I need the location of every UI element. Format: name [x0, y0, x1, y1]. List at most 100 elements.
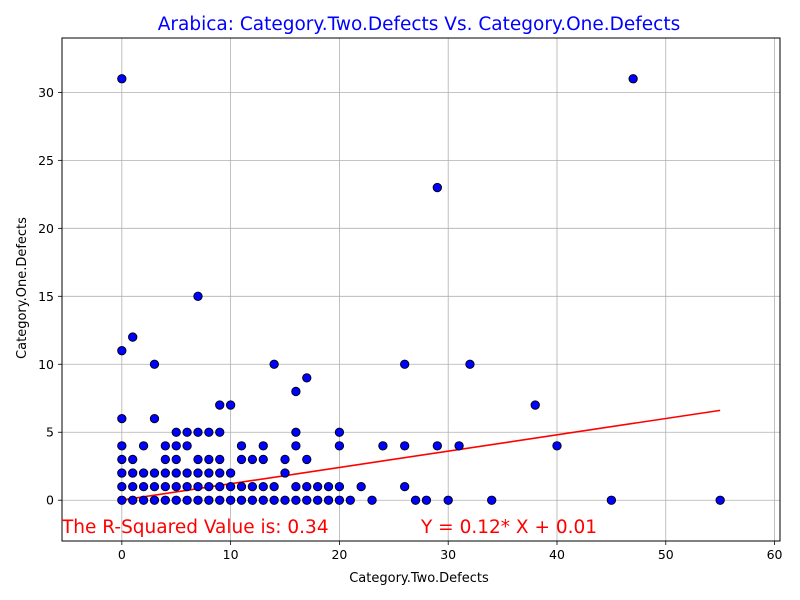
data-point — [160, 495, 170, 505]
data-point — [182, 481, 192, 492]
data-point — [193, 495, 203, 505]
data-point — [443, 495, 453, 505]
data-point — [160, 454, 170, 465]
data-point — [465, 359, 475, 369]
data-point — [258, 454, 268, 465]
data-point — [323, 481, 334, 492]
data-point — [117, 454, 127, 465]
data-point — [149, 495, 160, 505]
data-point — [149, 481, 160, 492]
data-point — [334, 427, 345, 437]
data-point — [138, 441, 149, 451]
data-point — [302, 495, 312, 505]
data-point — [171, 495, 181, 505]
data-point — [323, 495, 334, 505]
y-tick-label: 20 — [38, 221, 54, 236]
data-point — [334, 481, 345, 492]
data-point — [400, 481, 410, 492]
data-point — [552, 441, 562, 451]
data-point — [182, 495, 192, 505]
data-point — [356, 481, 366, 492]
axis-ticks: 0 10 20 30 40 50 60 0 5 10 15 20 25 30 — [38, 85, 782, 562]
data-point — [138, 481, 149, 492]
data-point — [160, 481, 170, 492]
data-point — [215, 468, 225, 478]
data-point — [117, 74, 127, 84]
data-point — [204, 468, 214, 478]
data-point — [171, 454, 181, 465]
data-point — [138, 495, 149, 505]
x-axis-label: Category.Two.Defects — [349, 571, 489, 586]
data-point — [628, 74, 638, 84]
data-point — [313, 495, 323, 505]
x-tick-label: 60 — [767, 547, 783, 562]
data-point — [247, 481, 258, 492]
data-point — [193, 427, 203, 437]
data-point — [128, 468, 138, 478]
data-point — [215, 400, 225, 410]
data-point — [269, 359, 279, 369]
data-point — [182, 468, 192, 478]
y-tick-label: 25 — [38, 153, 54, 168]
data-point — [215, 481, 225, 492]
data-point — [269, 481, 279, 492]
data-point — [258, 495, 268, 505]
x-tick-label: 30 — [440, 547, 456, 562]
data-point — [302, 454, 312, 465]
data-point — [171, 441, 181, 451]
data-point — [715, 495, 725, 505]
data-point — [215, 427, 225, 437]
data-point — [258, 441, 268, 451]
y-tick-label: 30 — [38, 85, 54, 100]
x-tick-label: 10 — [223, 547, 239, 562]
data-point — [215, 495, 225, 505]
data-point — [291, 427, 301, 437]
data-point — [291, 441, 301, 451]
data-point — [117, 468, 127, 478]
data-point — [247, 454, 258, 465]
y-tick-label: 10 — [38, 357, 54, 372]
data-point — [432, 182, 442, 193]
x-tick-label: 20 — [331, 547, 347, 562]
data-point — [432, 441, 442, 451]
x-tick-label: 50 — [658, 547, 674, 562]
data-point — [204, 427, 214, 437]
data-point — [421, 495, 432, 505]
data-point — [334, 441, 345, 451]
data-point — [128, 495, 138, 505]
data-point — [225, 481, 236, 492]
data-point — [171, 427, 181, 437]
grid — [62, 38, 780, 541]
data-point — [171, 481, 181, 492]
data-point — [236, 481, 247, 492]
plot-frame — [61, 37, 781, 542]
data-point — [454, 441, 464, 451]
data-point — [400, 359, 410, 369]
y-tick-label: 5 — [46, 425, 54, 440]
data-point — [160, 441, 170, 451]
data-point — [128, 454, 138, 465]
data-point — [117, 346, 127, 356]
data-point — [149, 413, 160, 424]
data-point — [247, 495, 258, 505]
data-point — [193, 291, 203, 301]
data-point — [367, 495, 377, 505]
data-point — [291, 495, 301, 505]
y-tick-label: 15 — [38, 289, 54, 304]
data-point — [606, 495, 617, 505]
data-point — [400, 441, 410, 451]
data-point — [215, 454, 225, 465]
data-point — [204, 454, 214, 465]
chart-title: Arabica: Category.Two.Defects Vs. Catego… — [158, 14, 681, 35]
data-point — [225, 468, 236, 478]
data-point — [487, 495, 497, 505]
x-tick-label: 40 — [549, 547, 565, 562]
data-point — [193, 454, 203, 465]
data-point — [149, 468, 160, 478]
scatter-points — [117, 74, 725, 505]
data-point — [193, 468, 203, 478]
data-point — [225, 400, 236, 410]
regression-equation-annotation: Y = 0.12* X + 0.01 — [420, 517, 597, 538]
